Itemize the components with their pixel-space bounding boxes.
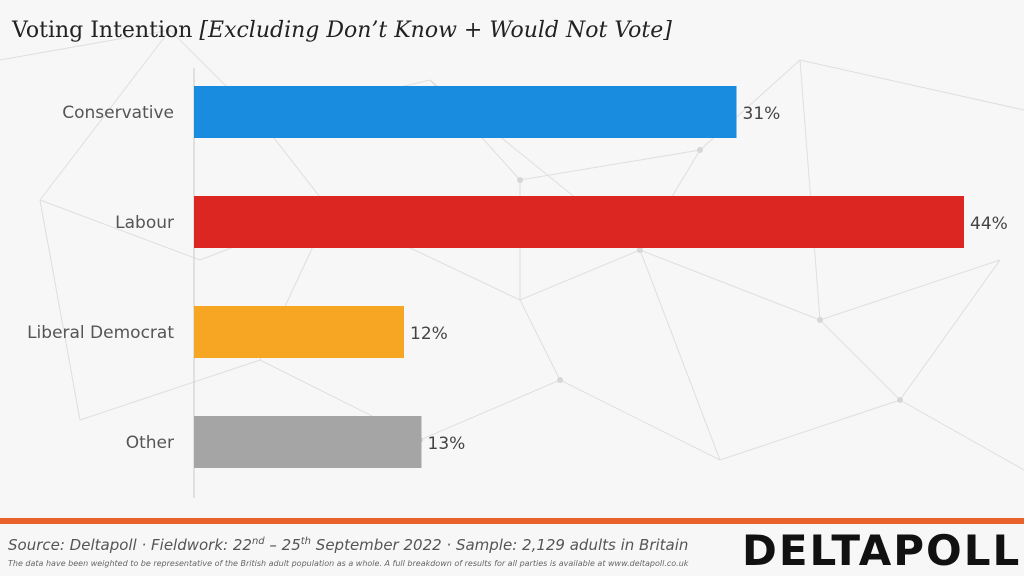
category-label: Liberal Democrat	[27, 323, 174, 343]
bar-other	[194, 416, 422, 468]
value-label: 12%	[410, 324, 448, 344]
bar-chart: Conservative 31% Labour 44% Liberal Democrat…	[27, 68, 1008, 498]
chart-title-main: Voting Intention	[12, 18, 200, 43]
deltapoll-logo: DELTAPOLL	[742, 526, 1022, 575]
category-label: Labour	[115, 213, 174, 233]
bar-liberal-democrat	[194, 306, 404, 358]
value-label: 13%	[428, 434, 466, 454]
source-suffix: September 2022 · Sample: 2,129 adults in…	[311, 536, 689, 554]
source-line: Source: Deltapoll · Fieldwork: 22nd – 25…	[8, 536, 688, 554]
source-mid: – 25	[264, 536, 301, 554]
source-sup-2: th	[300, 536, 312, 547]
bar-labour	[194, 196, 964, 248]
bar-conservative	[194, 86, 737, 138]
source-prefix: Source: Deltapoll · Fieldwork: 22	[8, 536, 252, 554]
chart-title-subtitle: [Excluding Don’t Know + Would Not Vote]	[199, 18, 672, 43]
disclaimer: The data have been weighted to be repres…	[8, 559, 689, 568]
category-label: Conservative	[62, 103, 174, 123]
footer-divider	[0, 518, 1024, 524]
chart-title: Voting Intention [Excluding Don’t Know +…	[12, 18, 672, 43]
value-label: 44%	[970, 214, 1008, 234]
value-label: 31%	[743, 104, 781, 124]
source-sup-1: nd	[251, 536, 265, 547]
category-label: Other	[126, 433, 174, 453]
